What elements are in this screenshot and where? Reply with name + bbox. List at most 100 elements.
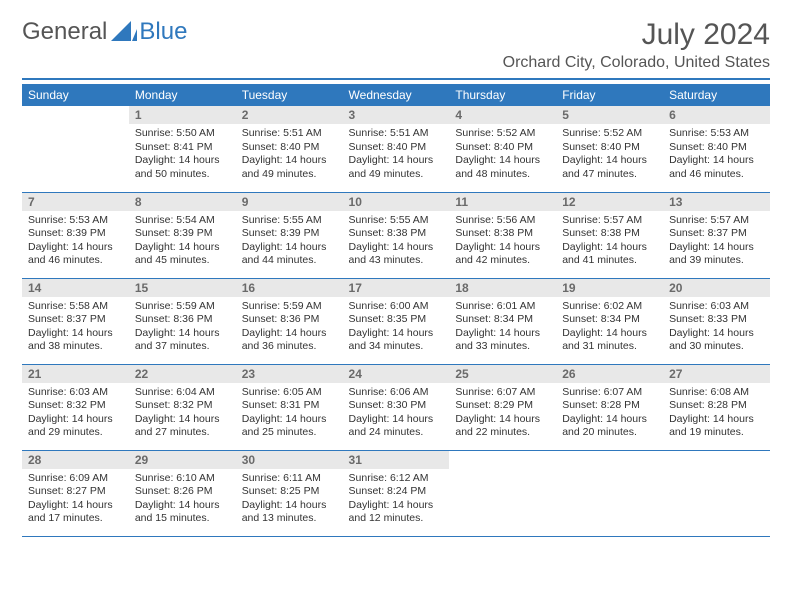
day-number: 15: [129, 279, 236, 297]
calendar-body: 1Sunrise: 5:50 AMSunset: 8:41 PMDaylight…: [22, 106, 770, 536]
day-sunrise: Sunrise: 5:50 AM: [135, 127, 230, 141]
day-number: 5: [556, 106, 663, 124]
calendar-week: 28Sunrise: 6:09 AMSunset: 8:27 PMDayligh…: [22, 450, 770, 536]
day-body: Sunrise: 5:50 AMSunset: 8:41 PMDaylight:…: [129, 124, 236, 186]
day-body: Sunrise: 6:08 AMSunset: 8:28 PMDaylight:…: [663, 383, 770, 445]
day-daylight1: Daylight: 14 hours: [669, 327, 764, 341]
day-daylight1: Daylight: 14 hours: [349, 499, 444, 513]
day-sunrise: Sunrise: 6:03 AM: [28, 386, 123, 400]
day-body: Sunrise: 6:03 AMSunset: 8:32 PMDaylight:…: [22, 383, 129, 445]
day-sunrise: Sunrise: 6:10 AM: [135, 472, 230, 486]
day-sunset: Sunset: 8:26 PM: [135, 485, 230, 499]
day-sunset: Sunset: 8:39 PM: [28, 227, 123, 241]
calendar-cell: 3Sunrise: 5:51 AMSunset: 8:40 PMDaylight…: [343, 106, 450, 192]
day-number: 29: [129, 451, 236, 469]
day-sunrise: Sunrise: 6:07 AM: [455, 386, 550, 400]
logo: General Blue: [22, 18, 187, 46]
day-number: 11: [449, 193, 556, 211]
calendar-cell: 27Sunrise: 6:08 AMSunset: 8:28 PMDayligh…: [663, 364, 770, 450]
day-sunset: Sunset: 8:34 PM: [455, 313, 550, 327]
day-sunrise: Sunrise: 5:55 AM: [349, 214, 444, 228]
day-daylight2: and 49 minutes.: [349, 168, 444, 182]
day-daylight2: and 39 minutes.: [669, 254, 764, 268]
calendar-cell: 17Sunrise: 6:00 AMSunset: 8:35 PMDayligh…: [343, 278, 450, 364]
day-sunrise: Sunrise: 5:57 AM: [669, 214, 764, 228]
calendar-cell: 9Sunrise: 5:55 AMSunset: 8:39 PMDaylight…: [236, 192, 343, 278]
day-body: Sunrise: 5:59 AMSunset: 8:36 PMDaylight:…: [236, 297, 343, 359]
day-sunrise: Sunrise: 5:59 AM: [135, 300, 230, 314]
day-number: 8: [129, 193, 236, 211]
day-sunrise: Sunrise: 6:05 AM: [242, 386, 337, 400]
day-sunset: Sunset: 8:27 PM: [28, 485, 123, 499]
day-number: 2: [236, 106, 343, 124]
day-number: 4: [449, 106, 556, 124]
day-number: 12: [556, 193, 663, 211]
day-number: 16: [236, 279, 343, 297]
day-daylight2: and 29 minutes.: [28, 426, 123, 440]
day-number: 18: [449, 279, 556, 297]
top-rule: [22, 78, 770, 80]
day-sunset: Sunset: 8:39 PM: [242, 227, 337, 241]
day-sunset: Sunset: 8:28 PM: [562, 399, 657, 413]
day-sunset: Sunset: 8:32 PM: [28, 399, 123, 413]
day-sunrise: Sunrise: 6:02 AM: [562, 300, 657, 314]
day-sunrise: Sunrise: 6:04 AM: [135, 386, 230, 400]
day-sunset: Sunset: 8:35 PM: [349, 313, 444, 327]
calendar-cell: 7Sunrise: 5:53 AMSunset: 8:39 PMDaylight…: [22, 192, 129, 278]
day-daylight2: and 36 minutes.: [242, 340, 337, 354]
day-sunrise: Sunrise: 5:53 AM: [669, 127, 764, 141]
location: Orchard City, Colorado, United States: [503, 54, 770, 72]
day-sunset: Sunset: 8:39 PM: [135, 227, 230, 241]
day-daylight2: and 45 minutes.: [135, 254, 230, 268]
day-sunset: Sunset: 8:28 PM: [669, 399, 764, 413]
day-daylight2: and 33 minutes.: [455, 340, 550, 354]
day-body: Sunrise: 6:04 AMSunset: 8:32 PMDaylight:…: [129, 383, 236, 445]
calendar-table: SundayMondayTuesdayWednesdayThursdayFrid…: [22, 84, 770, 537]
day-sunrise: Sunrise: 5:52 AM: [455, 127, 550, 141]
calendar-week: 7Sunrise: 5:53 AMSunset: 8:39 PMDaylight…: [22, 192, 770, 278]
calendar-cell: 23Sunrise: 6:05 AMSunset: 8:31 PMDayligh…: [236, 364, 343, 450]
day-sunset: Sunset: 8:38 PM: [349, 227, 444, 241]
day-daylight2: and 43 minutes.: [349, 254, 444, 268]
day-sunrise: Sunrise: 6:12 AM: [349, 472, 444, 486]
day-body: Sunrise: 6:02 AMSunset: 8:34 PMDaylight:…: [556, 297, 663, 359]
day-body: Sunrise: 6:06 AMSunset: 8:30 PMDaylight:…: [343, 383, 450, 445]
weekday-header: Sunday: [22, 84, 129, 106]
calendar-cell: [663, 450, 770, 536]
calendar-cell: 4Sunrise: 5:52 AMSunset: 8:40 PMDaylight…: [449, 106, 556, 192]
day-daylight2: and 49 minutes.: [242, 168, 337, 182]
day-sunset: Sunset: 8:38 PM: [562, 227, 657, 241]
weekday-header: Friday: [556, 84, 663, 106]
day-number: 17: [343, 279, 450, 297]
calendar-cell: 12Sunrise: 5:57 AMSunset: 8:38 PMDayligh…: [556, 192, 663, 278]
day-daylight1: Daylight: 14 hours: [455, 154, 550, 168]
logo-text-blue: Blue: [139, 18, 187, 46]
day-daylight2: and 46 minutes.: [669, 168, 764, 182]
day-daylight2: and 27 minutes.: [135, 426, 230, 440]
logo-sail-icon: [111, 19, 137, 46]
day-body: Sunrise: 5:53 AMSunset: 8:39 PMDaylight:…: [22, 211, 129, 273]
day-daylight1: Daylight: 14 hours: [135, 499, 230, 513]
day-sunrise: Sunrise: 6:08 AM: [669, 386, 764, 400]
day-daylight1: Daylight: 14 hours: [349, 241, 444, 255]
day-daylight1: Daylight: 14 hours: [349, 327, 444, 341]
day-body: Sunrise: 5:52 AMSunset: 8:40 PMDaylight:…: [449, 124, 556, 186]
day-daylight1: Daylight: 14 hours: [455, 413, 550, 427]
calendar-cell: [449, 450, 556, 536]
day-daylight1: Daylight: 14 hours: [135, 413, 230, 427]
day-body: Sunrise: 6:07 AMSunset: 8:29 PMDaylight:…: [449, 383, 556, 445]
day-sunrise: Sunrise: 6:07 AM: [562, 386, 657, 400]
day-sunset: Sunset: 8:33 PM: [669, 313, 764, 327]
day-number: 19: [556, 279, 663, 297]
day-daylight1: Daylight: 14 hours: [135, 241, 230, 255]
day-daylight1: Daylight: 14 hours: [562, 241, 657, 255]
day-sunrise: Sunrise: 5:54 AM: [135, 214, 230, 228]
day-number: 25: [449, 365, 556, 383]
day-daylight1: Daylight: 14 hours: [242, 499, 337, 513]
day-body: Sunrise: 5:51 AMSunset: 8:40 PMDaylight:…: [236, 124, 343, 186]
day-daylight2: and 15 minutes.: [135, 512, 230, 526]
day-number: 28: [22, 451, 129, 469]
day-body: Sunrise: 5:54 AMSunset: 8:39 PMDaylight:…: [129, 211, 236, 273]
day-daylight2: and 37 minutes.: [135, 340, 230, 354]
day-sunset: Sunset: 8:30 PM: [349, 399, 444, 413]
